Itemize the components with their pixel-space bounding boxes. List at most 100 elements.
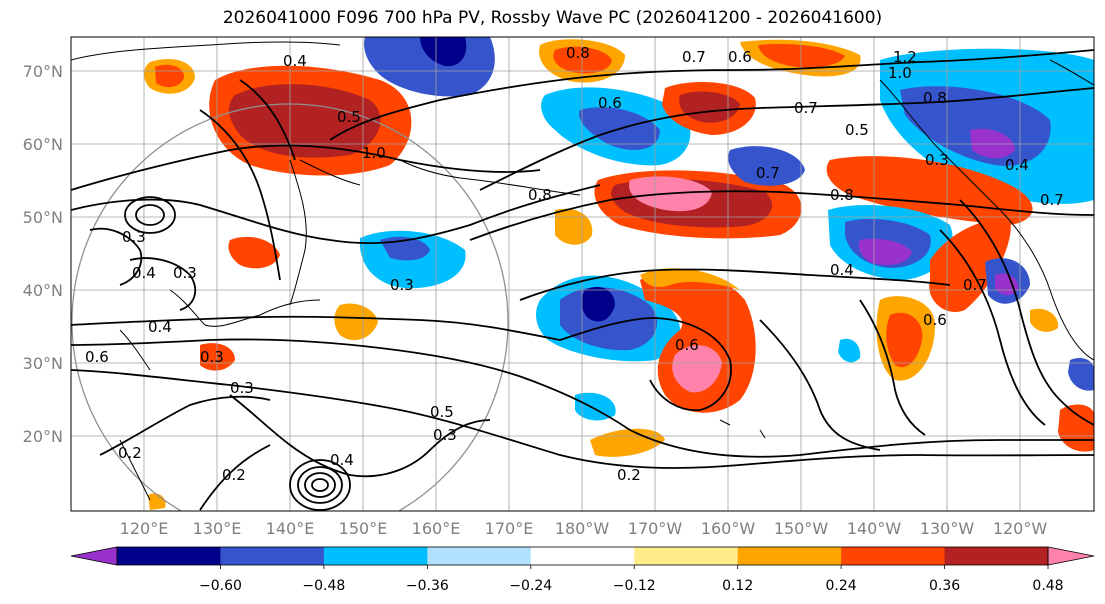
colorbar-frame [116, 546, 1049, 566]
shade-positive [886, 312, 923, 368]
colorbar-tick-label: 0.12 [722, 578, 753, 594]
contour-label: 0.3 [173, 264, 197, 282]
latitude-labels: 70°N 60°N 50°N 40°N 30°N 20°N [23, 62, 63, 446]
lon-label: 140°E [266, 519, 315, 538]
shade-positive [640, 268, 740, 290]
contour-label: 0.4 [830, 261, 854, 279]
contour-label: 0.4 [132, 264, 156, 282]
contour-label: 0.3 [925, 151, 949, 169]
shade-negative-strong [420, 37, 467, 67]
contour-label: 0.6 [598, 94, 622, 112]
contour-label: 1.0 [888, 64, 912, 82]
contour-label: 0.2 [617, 466, 641, 484]
colorbar-tick-label: −0.12 [613, 578, 656, 594]
colorbar-extend-high [1047, 546, 1095, 566]
contour-label: 0.8 [566, 44, 590, 62]
shade-positive [553, 46, 612, 74]
shade-positive [334, 303, 378, 341]
contour-labels: 0.4 0.5 1.0 0.8 0.3 0.4 0.3 0.4 0.6 0.3 … [85, 44, 1064, 484]
shade-negative [1068, 358, 1094, 391]
map-panel: 0.4 0.5 1.0 0.8 0.3 0.4 0.3 0.4 0.6 0.3 … [70, 36, 1095, 512]
shade-negative-strong [858, 238, 912, 266]
contour-label: 0.4 [330, 451, 354, 469]
colorbar-segment [220, 547, 325, 565]
contour-label: 0.4 [1005, 156, 1029, 174]
lat-label: 50°N [23, 208, 63, 227]
contour-label: 0.6 [923, 311, 947, 329]
colorbar-segment [737, 547, 842, 565]
shade-negative-strong [581, 286, 615, 322]
contour-label: 1.2 [893, 48, 917, 66]
contour-label: 0.4 [283, 52, 307, 70]
lon-label: 170°E [485, 519, 534, 538]
closed-low [124, 196, 351, 511]
contour-label: 0.7 [963, 276, 987, 294]
contour-label: 0.3 [433, 426, 457, 444]
shade-negative [728, 146, 805, 186]
contour-label: 0.6 [85, 348, 109, 366]
contour-label: 0.3 [122, 228, 146, 246]
shade-positive [200, 343, 235, 371]
contour-label: 0.3 [230, 379, 254, 397]
contour-label: 0.3 [200, 348, 224, 366]
contour-label: 0.2 [118, 444, 142, 462]
colorbar-segment [634, 547, 739, 565]
lon-label: 160°W [701, 519, 756, 538]
lon-label: 180°W [555, 519, 610, 538]
shade-positive [228, 236, 280, 269]
contour-label: 1.0 [362, 144, 386, 162]
lat-label: 70°N [23, 62, 63, 81]
region-circle [71, 103, 509, 511]
shade-positive-max [672, 345, 722, 393]
contour-label: 0.4 [148, 318, 172, 336]
shade-positive [155, 64, 185, 88]
lat-label: 20°N [23, 427, 63, 446]
shade-negative [575, 392, 616, 421]
lon-label: 120°E [120, 519, 169, 538]
contour-label: 0.6 [728, 48, 752, 66]
colorbar-tick-label: −0.48 [302, 578, 345, 594]
longitude-labels: 120°E 130°E 140°E 150°E 160°E 170°E 180°… [120, 519, 1048, 538]
shade-negative-strong [970, 128, 1015, 159]
contour-label: 0.7 [794, 99, 818, 117]
shade-positive [555, 208, 593, 245]
lat-label: 40°N [23, 281, 63, 300]
colorbar-segment [427, 547, 532, 565]
lon-label: 170°W [628, 519, 683, 538]
lat-label: 60°N [23, 135, 63, 154]
contour-label: 0.8 [923, 89, 947, 107]
lon-label: 120°W [993, 519, 1048, 538]
map-title: 2026041000 F096 700 hPa PV, Rossby Wave … [222, 8, 883, 28]
contour-label: 0.7 [756, 164, 780, 182]
contour-label: 0.5 [337, 108, 361, 126]
lon-label: 150°E [339, 519, 388, 538]
colorbar-tick-label: 0.36 [929, 578, 960, 594]
contour-label: 0.7 [1040, 191, 1064, 209]
coastlines [71, 41, 1094, 501]
contour-label: 0.3 [390, 276, 414, 294]
colorbar-tick-label: −0.60 [199, 578, 242, 594]
colorbar-tick-label: −0.24 [509, 578, 552, 594]
shade-negative [838, 338, 861, 363]
shade-positive [929, 219, 1011, 312]
shade-positive [1030, 308, 1059, 332]
map-frame [70, 36, 1095, 512]
shade-positive [640, 269, 756, 413]
contour-label: 0.5 [430, 403, 454, 421]
lon-label: 130°W [920, 519, 975, 538]
colorbar-segment [323, 547, 428, 565]
colorbar-tick-label: 0.24 [826, 578, 857, 594]
colorbar: −0.60 −0.48 −0.36 −0.24 −0.12 0.12 0.24 0.36 0.4… [70, 546, 1095, 594]
lon-label: 150°W [774, 519, 829, 538]
shade-positive-strong [228, 84, 381, 158]
contour-label: 0.7 [682, 48, 706, 66]
colorbar-tick-label: 0.48 [1032, 578, 1063, 594]
graticule [71, 37, 1094, 511]
shade-positive [758, 44, 845, 68]
contour-label: 0.8 [830, 186, 854, 204]
lat-label: 30°N [23, 354, 63, 373]
colorbar-extend-low [70, 546, 118, 566]
colorbar-segments [117, 547, 1049, 565]
contour-label: 0.5 [845, 121, 869, 139]
